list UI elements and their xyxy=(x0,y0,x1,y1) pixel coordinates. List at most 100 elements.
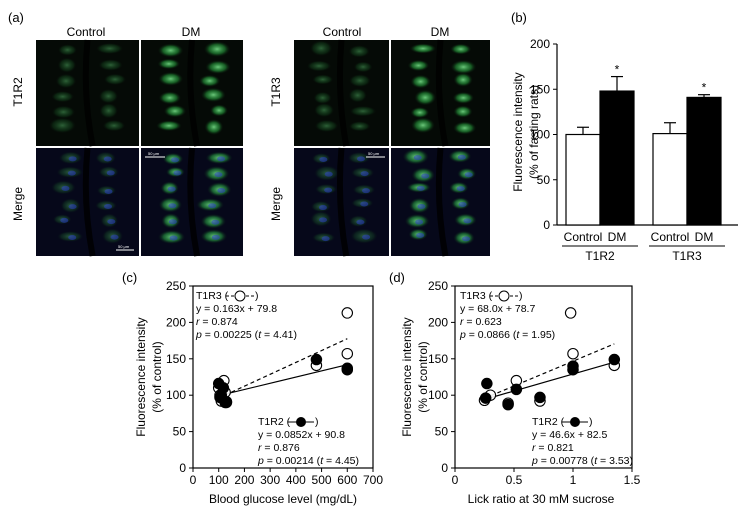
nucleus-stain xyxy=(68,156,77,162)
cell-fluorescence xyxy=(348,45,370,58)
cell-fluorescence xyxy=(414,89,437,106)
cell-fluorescence xyxy=(453,72,473,87)
x-tick-label: 0 xyxy=(190,473,197,487)
cell-fluorescence xyxy=(209,104,229,117)
cell-fluorescence xyxy=(348,74,371,88)
plot-frame xyxy=(454,285,633,469)
data-point-t1r2 xyxy=(608,353,621,366)
nucleus-stain xyxy=(415,219,424,225)
nucleus-stain xyxy=(321,236,330,242)
data-point-t1r2 xyxy=(567,363,579,376)
y-axis-title: Fluorescence intensity xyxy=(134,317,148,436)
row-label-merge-1: Merge xyxy=(11,187,25,221)
micrograph-texture xyxy=(48,39,477,257)
nucleus-stain xyxy=(68,234,77,240)
crypt-lumen xyxy=(82,147,96,257)
nucleus-stain xyxy=(362,188,371,194)
y-tick-label: 50 xyxy=(537,173,551,187)
y-tick-label: 150 xyxy=(166,352,186,366)
crypt-lumen xyxy=(82,39,96,147)
cell-fluorescence xyxy=(410,106,430,119)
bar-label: Control xyxy=(564,230,603,244)
cell-fluorescence xyxy=(450,59,477,75)
regression-line-t1r2 xyxy=(218,364,348,397)
cell-fluorescence xyxy=(158,71,184,86)
bar-chart-b: 0 50 100 150 200 Control * DM T1R2 Control * DM T1R3 xyxy=(530,37,738,263)
bar-label: Control xyxy=(651,230,690,244)
cell-fluorescence xyxy=(313,102,335,118)
nucleus-stain xyxy=(421,173,430,179)
nucleus-stain xyxy=(324,187,333,193)
nucleus-stain xyxy=(416,185,425,191)
x-tick-label: 200 xyxy=(234,473,254,487)
y-axis-title: (% of control) xyxy=(150,341,164,412)
bar xyxy=(599,90,635,226)
nucleus-stain xyxy=(103,156,112,162)
p-value-t1r3: p = 0.00225 (t = 4.41) xyxy=(195,329,297,341)
data-point-t1r2 xyxy=(220,396,233,408)
x-tick-label: 0.5 xyxy=(506,473,523,487)
cell-fluorescence xyxy=(348,88,367,103)
r-value-t1r2: r = 0.821 xyxy=(532,442,574,454)
y-tick-label: 100 xyxy=(166,388,186,402)
row-label-merge-2: Merge xyxy=(269,187,283,221)
panel-d: (d) Fluorescence intensity (% of control… xyxy=(389,270,641,506)
panel-c: (c) Fluorescence intensity (% of control… xyxy=(122,270,383,506)
regression-line-t1r2 xyxy=(485,361,615,400)
col-label-control-t1r3: Control xyxy=(323,25,362,39)
nucleus-stain xyxy=(217,188,226,194)
r-value-t1r2: r = 0.876 xyxy=(258,442,300,454)
equation-t1r2: y = 0.0852x + 90.8 xyxy=(258,429,345,441)
x-axis-title: Blood glucose level (mg/dL) xyxy=(209,492,357,506)
nucleus-stain xyxy=(169,235,178,241)
data-point-t1r3 xyxy=(341,347,354,360)
y-tick-label: 200 xyxy=(166,315,186,329)
crypt-lumen xyxy=(187,147,201,257)
y-tick-label: 200 xyxy=(428,315,448,329)
nucleus-stain xyxy=(319,156,328,162)
nucleus-stain xyxy=(214,172,223,178)
cell-fluorescence xyxy=(157,58,181,70)
cell-fluorescence xyxy=(353,61,373,73)
scale-bar-label: 50 μm xyxy=(368,151,380,156)
y-tick-label: 0 xyxy=(543,218,550,232)
data-point-t1r3 xyxy=(567,347,579,360)
nucleus-stain xyxy=(417,204,426,210)
nucleus-stain xyxy=(173,170,182,176)
legend-close: ) xyxy=(519,290,523,302)
nucleus-stain xyxy=(211,219,220,225)
equation-t1r3: y = 68.0x + 78.7 xyxy=(460,303,535,315)
data-point-t1r2 xyxy=(310,353,323,366)
data-point-t1r3 xyxy=(564,307,577,319)
cell-fluorescence xyxy=(102,119,126,132)
cell-fluorescence xyxy=(205,60,231,74)
data-point-t1r2 xyxy=(341,363,354,376)
cell-fluorescence xyxy=(313,91,332,105)
data-point-t1r2 xyxy=(534,391,546,404)
y-tick-label: 250 xyxy=(166,279,186,293)
cell-fluorescence xyxy=(348,121,371,132)
cell-fluorescence xyxy=(312,74,334,85)
cell-fluorescence xyxy=(57,44,78,56)
cell-fluorescence xyxy=(452,91,475,104)
cell-fluorescence xyxy=(95,42,124,55)
nucleus-stain xyxy=(463,218,472,224)
r-value-t1r3: r = 0.874 xyxy=(196,316,238,328)
data-point-t1r3 xyxy=(341,307,354,319)
cell-fluorescence xyxy=(306,60,332,72)
x-tick-label: 500 xyxy=(312,473,332,487)
bar-label: DM xyxy=(695,230,714,244)
nucleus-stain xyxy=(319,217,328,223)
nucleus-stain xyxy=(211,234,220,240)
panel-a-label: (a) xyxy=(8,10,24,25)
p-value-t1r2: p = 0.00214 (t = 4.45) xyxy=(257,455,359,467)
nucleus-stain xyxy=(217,156,226,162)
legend-label-t1r2: T1R2 ( xyxy=(532,416,565,428)
x-tick-label: 400 xyxy=(286,473,306,487)
cell-fluorescence xyxy=(48,117,77,134)
equation-t1r3: y = 0.163x + 79.8 xyxy=(196,303,277,315)
cell-fluorescence xyxy=(199,74,221,87)
legend-label-t1r3: T1R3 ( xyxy=(196,290,229,302)
legend-marker-open xyxy=(498,290,510,302)
